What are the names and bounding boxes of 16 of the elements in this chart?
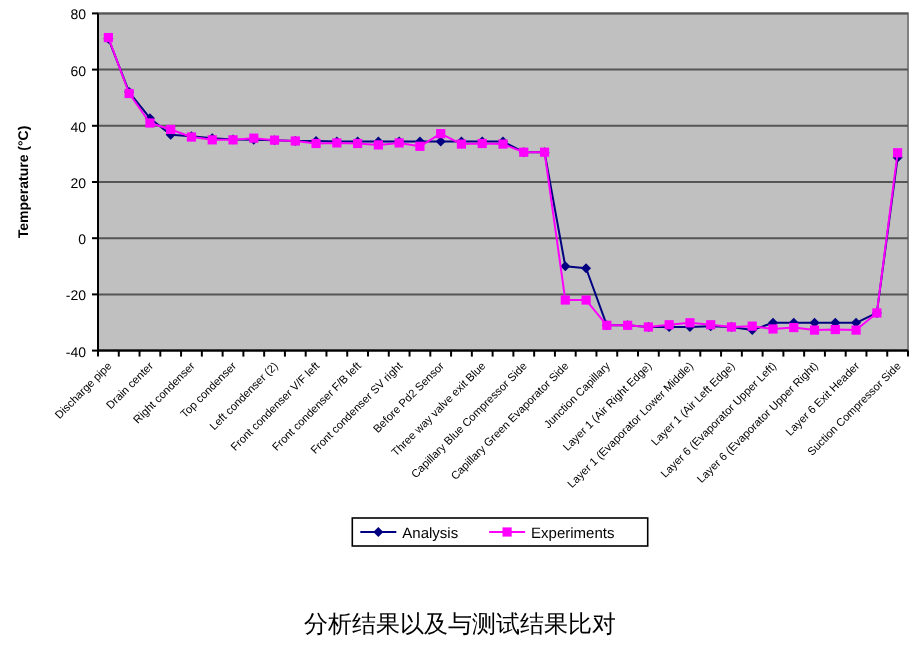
point [145, 118, 155, 128]
point [851, 325, 861, 335]
point [893, 148, 903, 158]
point [768, 324, 778, 334]
point [809, 325, 820, 335]
point [789, 322, 799, 333]
point [581, 295, 591, 305]
point [560, 295, 570, 305]
point [436, 129, 446, 139]
point [560, 261, 571, 272]
point [581, 263, 592, 274]
text: 分析结果以及与测试结果比对 [304, 610, 616, 638]
point [166, 124, 176, 135]
point [747, 321, 757, 331]
point [415, 141, 425, 151]
point [830, 324, 840, 335]
